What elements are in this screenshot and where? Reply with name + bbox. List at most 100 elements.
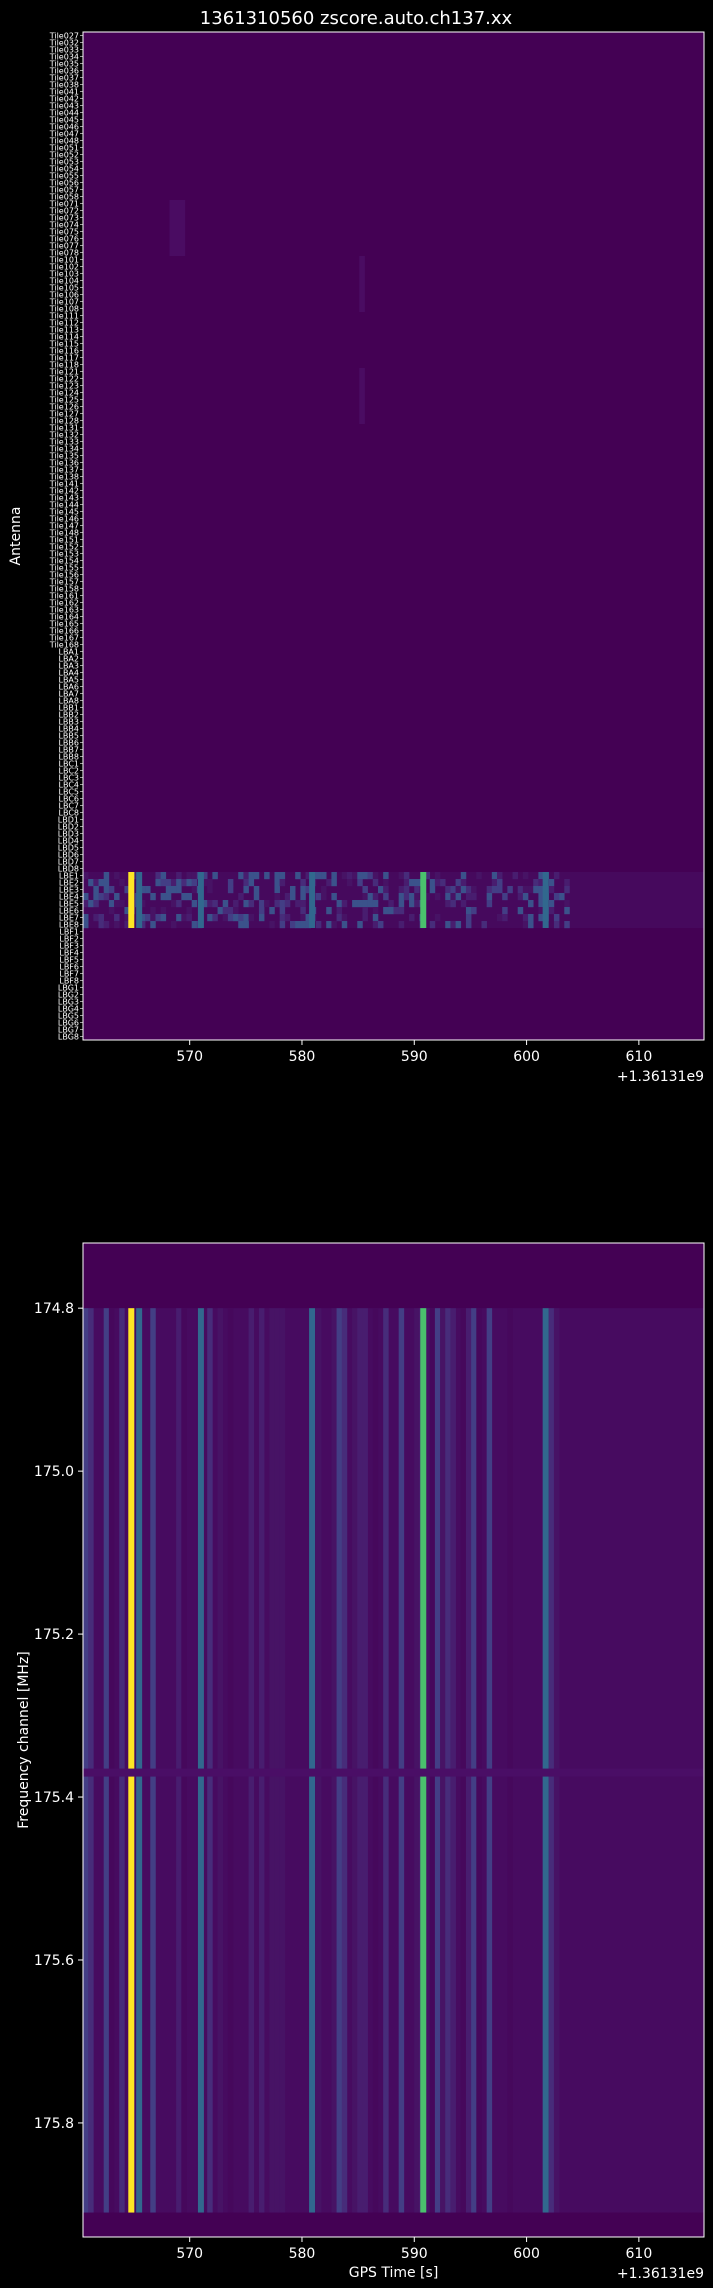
top-y-tick-label: Tile047 — [49, 129, 79, 138]
band-cell — [548, 907, 555, 915]
band-cell — [274, 872, 280, 880]
top-y-tick-label: Tile156 — [49, 570, 79, 579]
band-cell — [367, 893, 374, 901]
band-cell — [191, 872, 198, 880]
top-y-tick-label: Tile137 — [49, 465, 79, 474]
band-cell — [207, 886, 213, 894]
band-cell — [284, 893, 291, 901]
band-cell — [538, 886, 544, 894]
top-y-tick-label: Tile145 — [49, 507, 79, 516]
band-cell — [139, 900, 146, 908]
band-cell — [434, 893, 441, 901]
band-cell — [207, 914, 213, 922]
band-cell — [434, 879, 441, 887]
band-cell — [186, 893, 192, 901]
band-cell — [295, 872, 301, 880]
band-cell — [445, 900, 451, 908]
band-cell — [512, 872, 518, 880]
bottom-texture-column — [227, 1308, 234, 2213]
bottom-y-axis-label: Frequency channel [MHz] — [16, 1651, 32, 1829]
top-y-tick-label: LBB8 — [58, 752, 79, 761]
top-y-tick-label: Tile132 — [49, 430, 79, 439]
band-cell — [155, 879, 161, 887]
bottom-x-tick-label: 570 — [176, 2246, 203, 2262]
top-y-tick-label: Tile127 — [49, 409, 79, 418]
band-cell — [300, 907, 306, 915]
band-cell — [88, 879, 94, 887]
top-y-tick-label: LBC2 — [59, 766, 79, 775]
top-y-tick-label: Tile037 — [49, 73, 79, 82]
top-y-tick-label: Tile152 — [49, 542, 79, 551]
band-cell — [362, 886, 368, 894]
band-cell — [114, 893, 120, 901]
top-bright-column-4 — [420, 872, 427, 928]
band-cell — [114, 921, 120, 929]
top-bright-column-2 — [197, 872, 204, 928]
band-cell — [398, 900, 405, 908]
top-y-tick-label: Tile053 — [49, 157, 79, 166]
band-cell — [559, 893, 565, 901]
bottom-bright-column-1 — [136, 1308, 143, 2213]
faint-patch-2 — [359, 368, 365, 424]
bottom-texture-column — [414, 1308, 420, 2213]
top-y-tick-label: Tile168 — [49, 640, 79, 649]
bottom-texture-column — [352, 1308, 358, 2213]
band-cell — [83, 914, 89, 922]
top-y-tick-label: Tile038 — [49, 80, 79, 89]
band-cell — [227, 886, 234, 894]
band-cell — [564, 921, 570, 929]
top-y-tick-label: LBA1 — [58, 647, 79, 656]
band-cell — [124, 886, 130, 894]
top-y-tick-label: Tile044 — [49, 108, 79, 117]
top-y-tick-label: LBF7 — [59, 969, 79, 978]
top-y-tick-label: Tile142 — [49, 486, 79, 495]
band-cell — [170, 886, 177, 894]
faint-patch-0 — [169, 200, 186, 256]
band-cell — [93, 914, 99, 922]
top-y-tick-label: Tile048 — [49, 136, 79, 145]
top-y-tick-label: Tile141 — [49, 479, 79, 488]
band-cell — [160, 879, 167, 887]
top-y-tick-label: LBE3 — [59, 885, 79, 894]
band-cell — [403, 879, 410, 887]
band-cell — [284, 900, 291, 908]
band-cell — [176, 914, 182, 922]
top-y-tick-label: Tile078 — [49, 248, 79, 257]
band-cell — [160, 872, 167, 880]
top-y-tick-label: Tile143 — [49, 493, 79, 502]
bottom-x-offset-label: +1.36131e9 — [617, 2266, 704, 2282]
top-y-tick-label: LBB6 — [58, 738, 79, 747]
band-cell — [181, 914, 187, 922]
band-cell — [279, 914, 286, 922]
bottom-texture-column — [108, 1308, 115, 2213]
band-cell — [181, 893, 187, 901]
top-y-tick-label: LBA4 — [58, 668, 79, 677]
band-cell — [243, 914, 249, 922]
top-y-tick-label: LBB2 — [58, 710, 79, 719]
band-cell — [372, 907, 379, 915]
band-cell — [108, 886, 115, 894]
top-y-tick-label: Tile054 — [49, 164, 79, 173]
top-y-tick-label: Tile147 — [49, 521, 79, 530]
top-y-tick-label: LBB1 — [58, 703, 79, 712]
band-cell — [300, 921, 306, 929]
top-y-tick-label: LBG7 — [58, 1025, 79, 1034]
top-x-tick-label: 590 — [401, 1049, 428, 1065]
bottom-texture-column — [507, 1308, 513, 2213]
band-cell — [103, 886, 110, 894]
band-cell — [279, 872, 286, 880]
bottom-bright-column-0 — [128, 1308, 135, 2213]
band-cell — [445, 886, 451, 894]
top-y-tick-label: LBG8 — [58, 1032, 79, 1041]
band-cell — [212, 900, 218, 908]
band-cell — [398, 921, 405, 929]
band-cell — [372, 921, 379, 929]
band-cell — [564, 907, 570, 915]
band-cell — [181, 879, 187, 887]
band-cell — [409, 900, 415, 908]
band-cell — [331, 921, 337, 929]
top-x-tick-label: 600 — [513, 1049, 540, 1065]
band-cell — [243, 872, 249, 880]
band-cell — [383, 893, 389, 901]
